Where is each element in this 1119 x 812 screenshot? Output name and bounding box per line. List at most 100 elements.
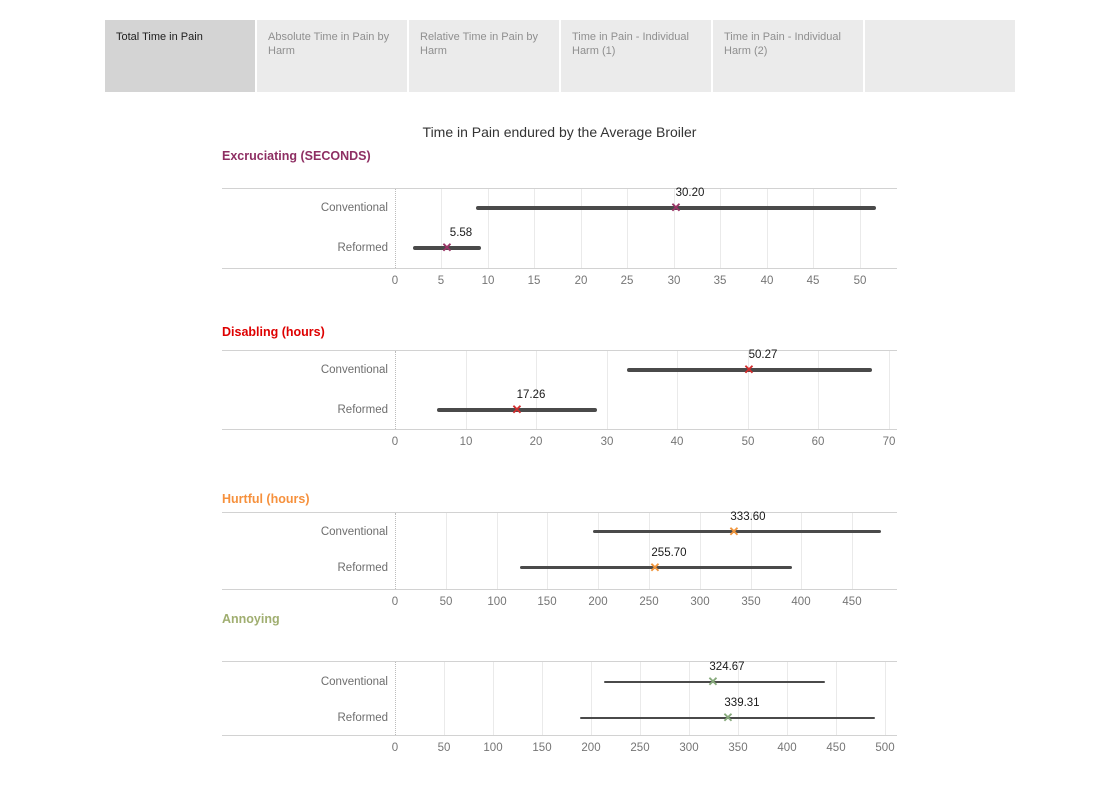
- axis-tick-label: 300: [690, 596, 710, 608]
- point-marker-conventional: ✕: [728, 524, 740, 539]
- category-label-conventional: Conventional: [320, 526, 388, 538]
- axis-tick-label: 40: [760, 275, 774, 287]
- gridline: [547, 513, 548, 589]
- gridline: [493, 662, 494, 735]
- gridline: [885, 662, 886, 735]
- axis-tick-label: 250: [639, 596, 659, 608]
- axis-tick-label: 25: [620, 275, 634, 287]
- value-label-conventional: 324.67: [709, 661, 745, 673]
- gridline: [801, 513, 802, 589]
- chart-panel-hurtful: Conventional ✕ 333.60 Reformed ✕ 255.70: [222, 511, 897, 590]
- axis-tick-label: 45: [806, 275, 820, 287]
- ci-range-bar: [604, 681, 825, 683]
- gridline: [466, 351, 467, 429]
- axis-tick-label: 30: [667, 275, 681, 287]
- axis-tick-label: 10: [481, 275, 495, 287]
- gridline: [674, 189, 675, 268]
- axis-tick-label: 350: [728, 742, 748, 754]
- axis-tick-label: 30: [600, 436, 614, 448]
- chart-heading-excruciating: Excruciating (SECONDS): [222, 149, 371, 163]
- gridline: [700, 513, 701, 589]
- gridline: [607, 351, 608, 429]
- tab-bar: Total Time in Pain Absolute Time in Pain …: [105, 20, 1015, 92]
- gridline: [836, 662, 837, 735]
- zero-axis-line: [395, 662, 396, 735]
- axis-tick-label: 0: [391, 436, 399, 448]
- axis-tick-label: 100: [487, 596, 507, 608]
- axis-tick-label: 450: [826, 742, 846, 754]
- axis-tick-label: 200: [581, 742, 601, 754]
- value-label-reformed: 255.70: [651, 547, 687, 559]
- axis-tick-label: 0: [391, 742, 399, 754]
- axis-tick-label: 150: [537, 596, 557, 608]
- axis-tick-label: 250: [630, 742, 650, 754]
- chart-panel-excruciating: Conventional ✕ 30.20 Reformed ✕ 5.58: [222, 187, 897, 269]
- axis-tick-label: 5: [437, 275, 445, 287]
- axis-tick-label: 15: [527, 275, 541, 287]
- gridline: [497, 513, 498, 589]
- value-label-reformed: 5.58: [449, 227, 473, 239]
- axis-tick-label: 200: [588, 596, 608, 608]
- gridline: [598, 513, 599, 589]
- gridline: [488, 189, 489, 268]
- gridline: [748, 351, 749, 429]
- gridline: [852, 513, 853, 589]
- zero-axis-line: [395, 189, 396, 268]
- category-label-conventional: Conventional: [320, 364, 388, 376]
- axis-tick-label: 50: [741, 436, 755, 448]
- axis-tick-label: 100: [483, 742, 503, 754]
- axis-tick-label: 35: [713, 275, 727, 287]
- gridline: [818, 351, 819, 429]
- point-marker-reformed: ✕: [511, 402, 523, 417]
- category-label-reformed: Reformed: [337, 404, 389, 416]
- gridline: [536, 351, 537, 429]
- tab-total-time-in-pain[interactable]: Total Time in Pain: [105, 20, 255, 92]
- ci-range-bar: [476, 206, 876, 210]
- axis-tick-label: 450: [842, 596, 862, 608]
- ci-range-bar: [437, 408, 597, 412]
- value-label-conventional: 30.20: [675, 187, 705, 199]
- tab-time-in-pain-individual-harm-2[interactable]: Time in Pain - Individual Harm (2): [713, 20, 863, 92]
- category-label-conventional: Conventional: [320, 202, 388, 214]
- gridline: [591, 662, 592, 735]
- tab-bar-filler: [865, 20, 1015, 92]
- point-marker-reformed: ✕: [722, 710, 734, 725]
- gridline: [542, 662, 543, 735]
- gridline: [767, 189, 768, 268]
- axis-tick-label: 0: [391, 596, 399, 608]
- chart-heading-annoying: Annoying: [222, 612, 280, 626]
- axis-tick-label: 500: [875, 742, 895, 754]
- gridline: [860, 189, 861, 268]
- ci-range-bar: [520, 566, 792, 569]
- ci-range-bar: [627, 368, 872, 372]
- zero-axis-line: [395, 351, 396, 429]
- gridline: [677, 351, 678, 429]
- value-label-conventional: 50.27: [748, 349, 778, 361]
- tab-absolute-time-in-pain-by-harm[interactable]: Absolute Time in Pain by Harm: [257, 20, 407, 92]
- point-marker-reformed: ✕: [441, 240, 453, 255]
- value-label-reformed: 17.26: [516, 389, 546, 401]
- axis-tick-label: 300: [679, 742, 699, 754]
- ci-range-bar: [580, 717, 875, 719]
- axis-tick-label: 70: [882, 436, 896, 448]
- gridline: [751, 513, 752, 589]
- gridline: [441, 189, 442, 268]
- gridline: [738, 662, 739, 735]
- gridline: [720, 189, 721, 268]
- category-label-reformed: Reformed: [337, 562, 389, 574]
- point-marker-conventional: ✕: [670, 200, 682, 215]
- gridline: [813, 189, 814, 268]
- gridline: [627, 189, 628, 268]
- axis-tick-label: 20: [574, 275, 588, 287]
- axis-tick-label: 10: [459, 436, 473, 448]
- axis-tick-label: 20: [529, 436, 543, 448]
- ci-range-bar: [593, 530, 881, 533]
- axis-tick-label: 50: [437, 742, 451, 754]
- tab-relative-time-in-pain-by-harm[interactable]: Relative Time in Pain by Harm: [409, 20, 559, 92]
- gridline: [787, 662, 788, 735]
- tab-time-in-pain-individual-harm-1[interactable]: Time in Pain - Individual Harm (1): [561, 20, 711, 92]
- gridline: [581, 189, 582, 268]
- category-label-reformed: Reformed: [337, 712, 389, 724]
- value-label-reformed: 339.31: [724, 697, 760, 709]
